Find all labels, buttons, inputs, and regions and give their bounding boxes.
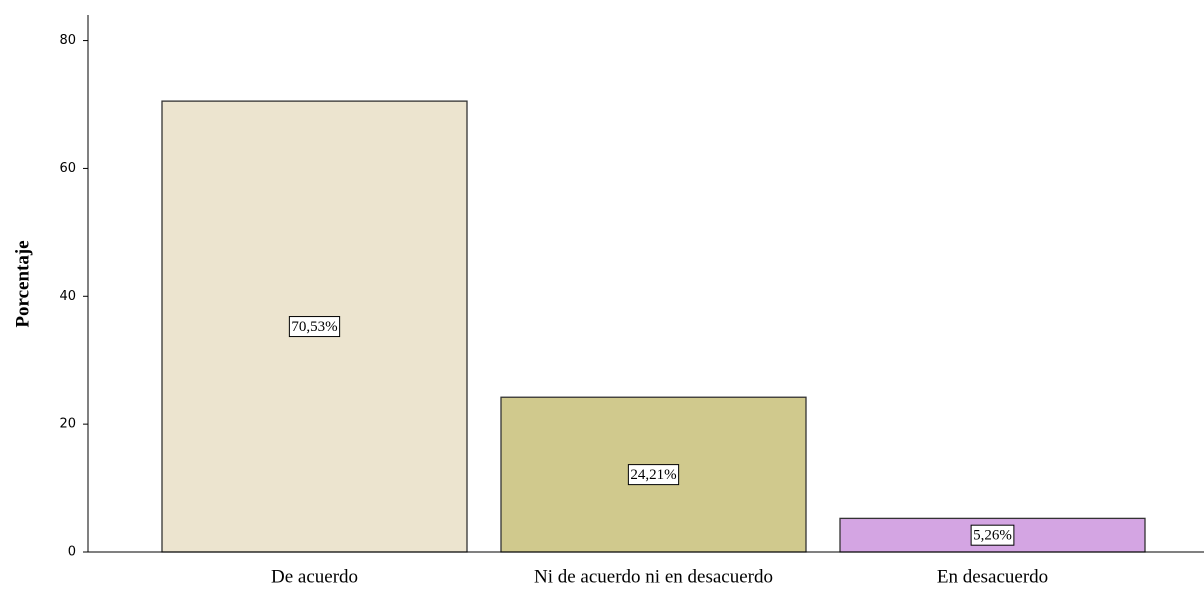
y-tick-label: 40 bbox=[59, 289, 76, 304]
y-tick-label: 60 bbox=[59, 161, 76, 176]
x-tick-label: Ni de acuerdo ni en desacuerdo bbox=[534, 566, 773, 587]
value-label-box bbox=[970, 524, 1015, 546]
y-tick-label: 0 bbox=[68, 545, 76, 560]
value-label-box bbox=[288, 316, 341, 338]
value-label: 5,26% bbox=[973, 528, 1012, 544]
value-label: 24,21% bbox=[630, 467, 676, 483]
value-label-box bbox=[627, 464, 680, 486]
y-tick-label: 80 bbox=[59, 33, 76, 48]
x-tick-label: De acuerdo bbox=[271, 566, 358, 587]
y-axis-label: Porcentaje bbox=[12, 240, 33, 327]
value-label: 70,53% bbox=[291, 319, 337, 335]
y-tick-label: 20 bbox=[59, 417, 76, 432]
x-tick-label: En desacuerdo bbox=[937, 566, 1048, 587]
